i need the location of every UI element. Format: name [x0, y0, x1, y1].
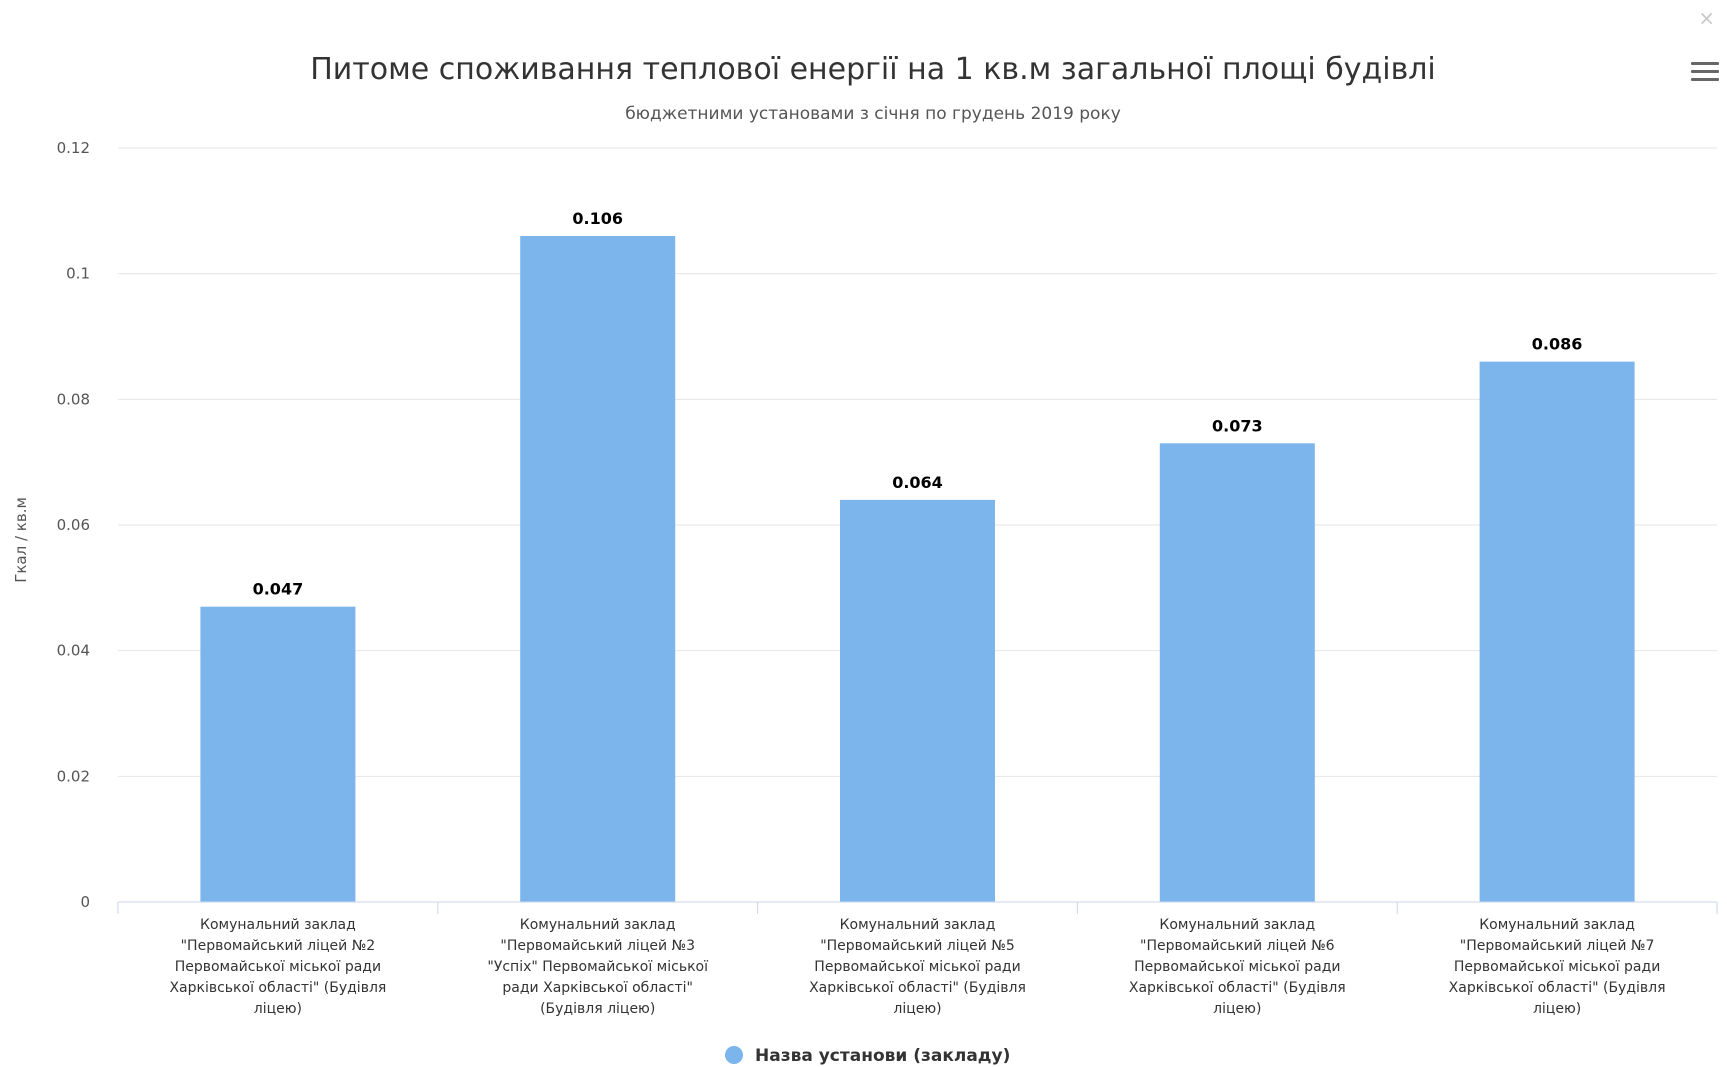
- x-axis-label-line: ліцею): [1533, 1001, 1581, 1017]
- legend-marker: [725, 1046, 743, 1064]
- data-label: 0.106: [572, 209, 623, 228]
- y-axis-ticks: 0 0.02 0.04 0.06 0.08 0.1 0.12: [57, 139, 90, 911]
- x-axis-label-line: Харківської області" (Будівля: [809, 980, 1026, 996]
- x-axis-label-line: "Успіх" Первомайської міської: [487, 959, 708, 975]
- x-axis-label-line: Первомайської міської ради: [175, 959, 381, 975]
- hamburger-menu-icon[interactable]: [1691, 62, 1719, 84]
- x-axis-label-line: Первомайської міської ради: [1134, 959, 1340, 975]
- legend-label: Назва установи (закладу): [755, 1046, 1010, 1066]
- x-axis-label-line: "Первомайський ліцей №5: [820, 938, 1015, 954]
- bar[interactable]: [520, 235, 676, 902]
- chart-title: Питоме споживання теплової енергії на 1 …: [310, 52, 1436, 87]
- x-axis-label-line: Комунальний заклад: [840, 917, 996, 933]
- bar[interactable]: [200, 606, 356, 902]
- x-axis-label-line: Комунальний заклад: [1479, 917, 1635, 933]
- x-axis-label-line: ліцею): [254, 1001, 302, 1017]
- bar[interactable]: [1159, 443, 1315, 902]
- x-axis-label-line: Харківської області" (Будівля: [1449, 980, 1666, 996]
- x-axis-label-line: "Первомайський ліцей №6: [1140, 938, 1335, 954]
- x-axis-label-line: Комунальний заклад: [1159, 917, 1315, 933]
- data-label: 0.047: [253, 580, 304, 599]
- x-axis-label-line: Харківської області" (Будівля: [1129, 980, 1346, 996]
- x-axis-label-line: ліцею): [1213, 1001, 1261, 1017]
- data-label: 0.064: [892, 473, 943, 492]
- chart-subtitle: бюджетними установами з січня по грудень…: [625, 104, 1121, 124]
- y-tick-label: 0.02: [57, 767, 90, 785]
- data-label: 0.086: [1532, 335, 1583, 354]
- x-axis-label-line: ліцею): [893, 1001, 941, 1017]
- x-axis-label-line: Первомайської міської ради: [1454, 959, 1660, 975]
- x-axis-label-line: "Первомайський ліцей №7: [1460, 938, 1655, 954]
- x-axis-labels: Комунальний заклад "Первомайський ліцей №…: [169, 917, 1665, 1017]
- x-axis-label-line: ради Харківської області": [502, 980, 693, 996]
- x-axis: [117, 901, 1718, 914]
- y-tick-label: 0.08: [57, 390, 90, 408]
- y-tick-label: 0.06: [57, 516, 90, 534]
- bar[interactable]: [840, 499, 995, 902]
- y-tick-label: 0.04: [57, 642, 90, 660]
- data-labels: 0.047 0.106 0.064 0.073 0.086: [253, 209, 1583, 599]
- y-tick-label: 0: [80, 893, 90, 911]
- y-tick-label: 0.1: [66, 265, 90, 283]
- x-axis-label-line: "Первомайський ліцей №2: [181, 938, 376, 954]
- y-axis-title: Гкал / кв.м: [12, 497, 30, 583]
- x-axis-label-line: Харківської області" (Будівля: [169, 980, 386, 996]
- x-axis-label-line: Комунальний заклад: [200, 917, 356, 933]
- bar[interactable]: [1479, 361, 1635, 903]
- y-tick-label: 0.12: [57, 139, 90, 157]
- legend[interactable]: Назва установи (закладу): [725, 1046, 1010, 1066]
- x-axis-label-line: Первомайської міської ради: [814, 959, 1020, 975]
- x-axis-label-line: Комунальний заклад: [520, 917, 676, 933]
- bars: [200, 235, 1635, 903]
- x-axis-label-line: (Будівля ліцею): [540, 1001, 655, 1017]
- data-label: 0.073: [1212, 416, 1263, 435]
- close-icon[interactable]: ×: [1698, 6, 1715, 30]
- x-axis-label-line: "Первомайський ліцей №3: [500, 938, 695, 954]
